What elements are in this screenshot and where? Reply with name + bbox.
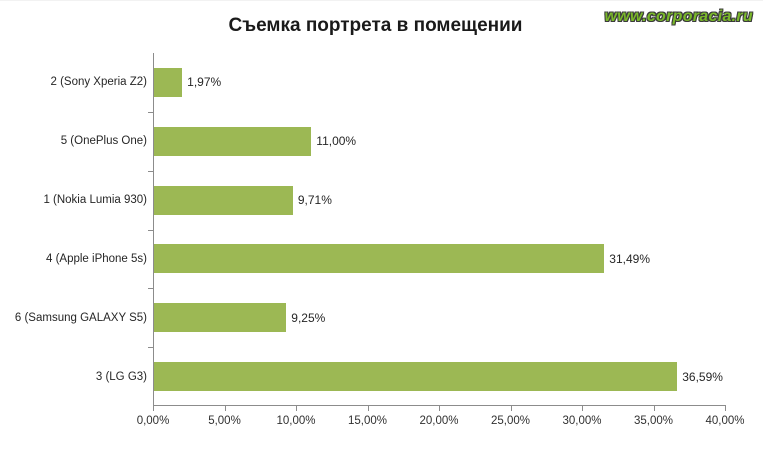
x-axis-tick-label: 30,00% <box>562 415 602 427</box>
bar <box>154 303 287 333</box>
x-axis-tick <box>296 406 297 411</box>
bar <box>154 185 293 215</box>
y-axis-line <box>153 53 154 406</box>
y-axis-tick <box>148 111 153 113</box>
bar <box>154 126 312 156</box>
category-label: 6 (Samsung GALAXY S5) <box>14 311 147 324</box>
watermark: www.corporacia.ru <box>604 8 753 25</box>
x-axis-line <box>153 405 726 406</box>
bar-value-label: 9,71% <box>297 193 332 208</box>
bar <box>154 244 605 274</box>
x-axis-tick-label: 25,00% <box>490 415 531 427</box>
y-axis-tick <box>148 288 153 290</box>
x-axis-tick <box>153 406 154 411</box>
bar <box>154 362 678 392</box>
x-axis-tick <box>367 406 369 411</box>
x-axis-tick <box>582 406 583 411</box>
x-axis-tick <box>725 406 726 411</box>
bar-value-label: 36,59% <box>682 369 723 384</box>
y-axis-tick <box>148 229 153 231</box>
chart-title-text: Съемка портрета в помещении <box>228 15 523 36</box>
x-axis-tick-label: 35,00% <box>633 415 674 427</box>
category-label: 3 (LG G3) <box>95 370 147 383</box>
bar-value-label: 11,00% <box>316 134 357 149</box>
x-axis-tick <box>653 406 655 411</box>
category-label: 4 (Apple iPhone 5s) <box>45 252 147 265</box>
x-axis-tick-label: 5,00% <box>208 415 241 427</box>
x-axis-tick-label: 40,00% <box>705 415 745 427</box>
x-axis-tick <box>439 406 440 411</box>
x-axis-tick <box>224 406 226 411</box>
x-axis-tick <box>510 406 512 411</box>
bar-value-label: 1,97% <box>187 75 222 90</box>
y-axis-tick <box>148 170 153 172</box>
category-label: 2 (Sony Xperia Z2) <box>50 76 147 89</box>
x-axis-tick-label: 10,00% <box>276 415 316 427</box>
bar <box>154 67 183 97</box>
category-label: 1 (Nokia Lumia 930) <box>43 194 147 207</box>
y-axis-tick <box>148 347 153 349</box>
chart-title: Съемка портрета в помещении <box>0 15 763 37</box>
x-axis-tick-label: 20,00% <box>419 415 459 427</box>
bar-value-label: 9,25% <box>291 310 326 325</box>
bar-value-label: 31,49% <box>609 251 650 266</box>
category-label: 5 (OnePlus One) <box>60 135 147 148</box>
x-axis-tick-label: 0,00% <box>136 415 170 427</box>
x-axis-tick-label: 15,00% <box>347 415 388 427</box>
